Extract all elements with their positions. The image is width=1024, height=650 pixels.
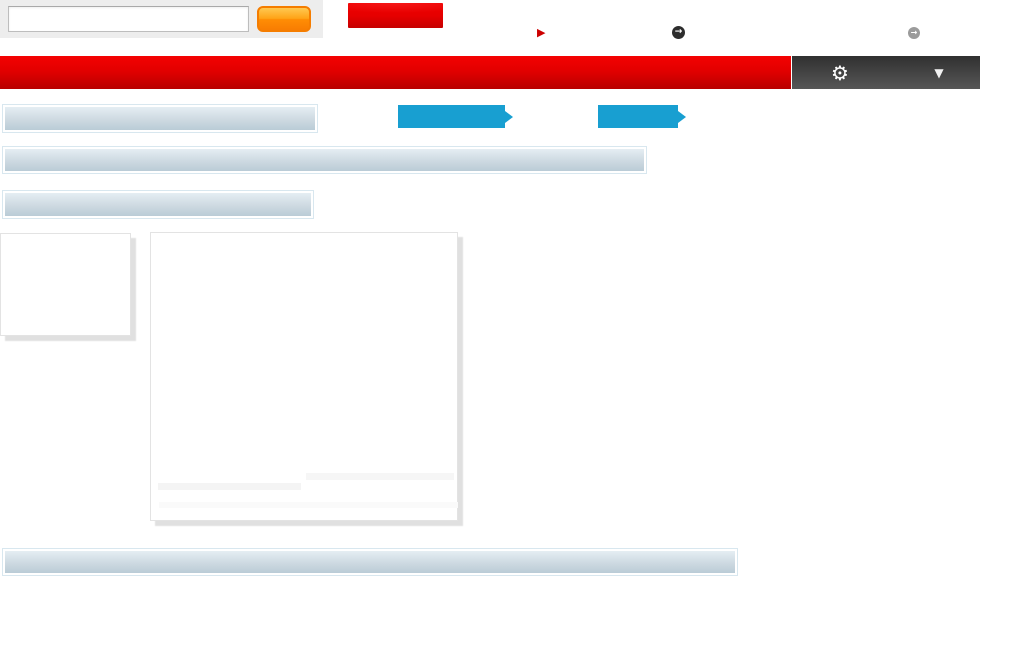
- content-card-large: [150, 232, 458, 521]
- ribbon-arrow-link-1[interactable]: [398, 105, 505, 128]
- play-icon[interactable]: ▶: [537, 26, 546, 39]
- nav-banner: [0, 56, 791, 89]
- chevron-down-icon: ▼: [934, 65, 944, 80]
- heading-placeholder-1: [2, 104, 318, 133]
- heading-placeholder-4: [2, 548, 738, 576]
- search-bar: [0, 0, 323, 38]
- arrow-circle-light-icon[interactable]: →: [908, 27, 920, 39]
- heading-placeholder-2: [2, 146, 647, 174]
- text-line-placeholder: [158, 483, 301, 490]
- search-submit-button[interactable]: [257, 6, 311, 32]
- dropdown-button[interactable]: ▼: [917, 56, 961, 89]
- settings-toolbar: ⚙ ▼: [792, 56, 980, 89]
- search-input[interactable]: [8, 6, 249, 32]
- primary-action-button[interactable]: [348, 3, 443, 28]
- text-line-placeholder: [159, 502, 458, 508]
- ribbon-arrow-link-2[interactable]: [598, 105, 678, 128]
- heading-placeholder-3: [2, 190, 314, 219]
- arrow-circle-dark-icon[interactable]: →: [672, 26, 685, 39]
- settings-button[interactable]: ⚙: [818, 56, 862, 89]
- gear-icon: ⚙: [831, 60, 849, 85]
- text-line-placeholder: [306, 473, 454, 480]
- content-card-small: [0, 233, 131, 336]
